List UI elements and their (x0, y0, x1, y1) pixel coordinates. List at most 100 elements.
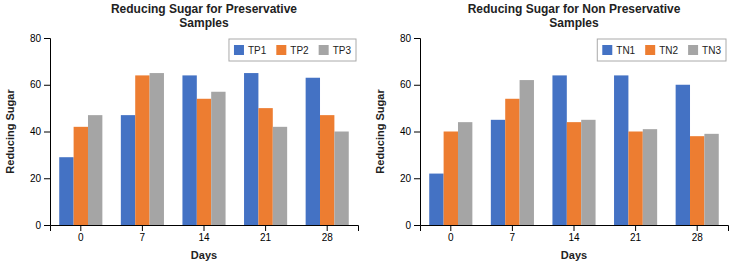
x-tick-label: 7 (140, 232, 146, 243)
y-tick: 40 (30, 126, 50, 137)
bar-series (444, 99, 705, 225)
bar (306, 78, 320, 225)
bar (643, 129, 657, 225)
x-tick: 7 (140, 225, 146, 243)
x-tick: 21 (260, 225, 272, 243)
y-tick-label: 20 (400, 173, 412, 184)
title-line: Samples (179, 16, 229, 30)
y-tick-label: 0 (35, 220, 41, 231)
x-tick-label: 21 (260, 232, 272, 243)
y-tick-label: 40 (30, 126, 42, 137)
legend-label: TP2 (290, 45, 309, 56)
y-tick-mark (44, 85, 50, 86)
bar (258, 108, 272, 225)
y-tick: 40 (400, 126, 420, 137)
bar (334, 132, 348, 226)
bar (520, 80, 534, 225)
y-tick: 80 (30, 33, 50, 44)
y-axis: 0 20 40 60 80 (400, 33, 421, 231)
title-line: Samples (549, 16, 599, 30)
x-axis-line (51, 226, 359, 232)
bar (614, 75, 628, 225)
bar-series (59, 73, 320, 225)
bar (690, 136, 704, 225)
y-tick: 20 (400, 173, 420, 184)
x-tick: 28 (322, 225, 334, 243)
x-tick: 28 (692, 225, 704, 243)
bar (59, 157, 73, 225)
y-tick-mark (44, 225, 50, 226)
bar-series (74, 75, 335, 225)
bar (581, 120, 595, 225)
x-axis: 0 7 14 21 28 (421, 225, 729, 243)
x-tick: 14 (198, 225, 210, 243)
y-tick-mark (44, 132, 50, 133)
legend-swatch (276, 45, 286, 55)
chart-svg: 0 7 14 21 28 0 20 40 60 80 Reducing Sugar for Pres… (0, 0, 740, 263)
legend: TP1 TP2 TP3 (229, 39, 356, 61)
x-tick-label: 0 (448, 232, 454, 243)
bar (197, 99, 211, 225)
legend-box (597, 39, 726, 61)
bar (444, 132, 458, 226)
plot-area: 07142128020406080 (30, 33, 359, 243)
plot-area: 0 7 14 21 28 0 20 40 60 80 (400, 33, 729, 243)
x-tick: 7 (510, 225, 516, 243)
bar (552, 75, 566, 225)
legend-label: TP1 (248, 45, 267, 56)
bar (211, 92, 225, 225)
bar-series (429, 75, 690, 225)
legend-swatch (319, 45, 329, 55)
x-tick-label: 28 (692, 232, 704, 243)
bar (88, 115, 102, 225)
legend: TN1TN2TN3 (597, 39, 726, 61)
y-tick-mark (44, 38, 50, 39)
x-tick: 14 (568, 225, 580, 243)
y-tick: 80 (400, 33, 420, 44)
panel: 07142128020406080Reducing Sugar for Pres… (4, 2, 359, 261)
legend-label: TP3 (333, 45, 352, 56)
y-tick: 20 (30, 173, 50, 184)
title-line: Reducing Sugar for Preservative (111, 2, 297, 16)
y-tick-label: 80 (30, 33, 42, 44)
y-tick-mark (414, 38, 420, 39)
x-tick: 21 (630, 225, 642, 243)
bar (273, 127, 287, 225)
bar (429, 174, 443, 225)
x-tick-mark (204, 225, 205, 231)
x-tick-mark (450, 225, 451, 231)
bar (491, 120, 505, 225)
x-tick-label: 0 (78, 232, 84, 243)
bar (628, 132, 642, 226)
legend-swatch (602, 45, 612, 55)
legend-box (229, 39, 356, 61)
bar (150, 73, 164, 225)
x-tick-label: 28 (322, 232, 334, 243)
x-tick-mark (80, 225, 81, 231)
x-tick-mark (327, 225, 328, 231)
legend-label: TN3 (702, 45, 721, 56)
y-tick-label: 0 (405, 220, 411, 231)
x-tick-label: 7 (510, 232, 516, 243)
bar-series (458, 80, 719, 225)
bars (59, 73, 349, 225)
y-tick-mark (414, 225, 420, 226)
x-axis-title: Days (191, 249, 217, 261)
y-tick-mark (414, 85, 420, 86)
bar-series (88, 73, 349, 225)
legend-swatch (688, 45, 698, 55)
x-tick-label: 21 (630, 232, 642, 243)
legend-label: TN1 (616, 45, 635, 56)
y-tick-label: 60 (400, 79, 412, 90)
y-tick-mark (414, 132, 420, 133)
x-tick: 0 (78, 225, 84, 243)
y-tick-mark (44, 178, 50, 179)
y-tick: 0 (35, 220, 50, 231)
y-axis-title: Reducing Sugar (4, 89, 16, 174)
bar (121, 115, 135, 225)
x-axis: 0 7 14 21 28 (51, 225, 359, 243)
legend-swatch (234, 45, 244, 55)
x-tick: 0 (448, 225, 454, 243)
x-tick-mark (512, 225, 513, 231)
bar (676, 85, 690, 225)
